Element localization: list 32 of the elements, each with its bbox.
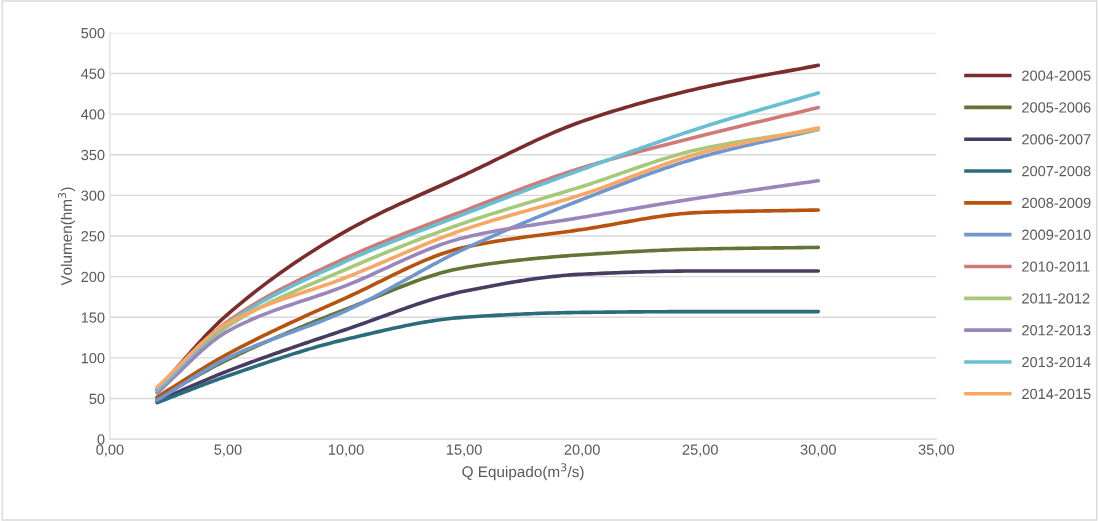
x-tick-label: 10,00 bbox=[328, 444, 364, 457]
y-tick-label: 50 bbox=[89, 393, 105, 404]
legend-label: 2014-2015 bbox=[1022, 388, 1091, 400]
legend-label: 2008-2009 bbox=[1022, 197, 1091, 209]
legend-label: 2005-2006 bbox=[1022, 102, 1091, 113]
legend-label: 2012-2013 bbox=[1022, 325, 1091, 336]
x-tick-label: 30,00 bbox=[800, 444, 836, 457]
y-tick-label: 450 bbox=[81, 68, 105, 79]
y-tick-label: 150 bbox=[81, 312, 105, 323]
y-tick-label: 350 bbox=[81, 149, 105, 161]
legend-label: 2011-2012 bbox=[1022, 293, 1090, 304]
x-tick-label: 5,00 bbox=[214, 444, 242, 457]
x-axis-title: Q Equipado(m$^{3}$/s) bbox=[462, 463, 584, 481]
y-tick-label: 400 bbox=[81, 109, 105, 120]
y-axis-title: Volumen(hm$^{3}$) bbox=[58, 187, 75, 286]
legend-label: 2007-2008 bbox=[1022, 165, 1091, 177]
x-tick-label: 15,00 bbox=[446, 444, 482, 457]
legend-label: 2006-2007 bbox=[1022, 134, 1091, 145]
y-tick-label: 0 bbox=[97, 434, 105, 445]
x-tick-label: 0,00 bbox=[96, 444, 124, 457]
x-tick-label: 35,00 bbox=[918, 444, 955, 457]
y-tick-label: 300 bbox=[81, 190, 105, 201]
legend-label: 2010-2011 bbox=[1022, 261, 1090, 272]
y-tick-label: 100 bbox=[81, 353, 105, 364]
legend-label: 2004-2005 bbox=[1022, 70, 1091, 81]
legend-label: 2009-2010 bbox=[1022, 229, 1091, 240]
x-tick-label: 20,00 bbox=[564, 444, 600, 457]
x-tick-label: 25,00 bbox=[682, 444, 718, 457]
legend-label: 2013-2014 bbox=[1022, 356, 1091, 368]
y-tick-label: 250 bbox=[81, 231, 105, 242]
y-tick-label: 200 bbox=[81, 271, 105, 283]
y-tick-label: 500 bbox=[81, 27, 105, 39]
